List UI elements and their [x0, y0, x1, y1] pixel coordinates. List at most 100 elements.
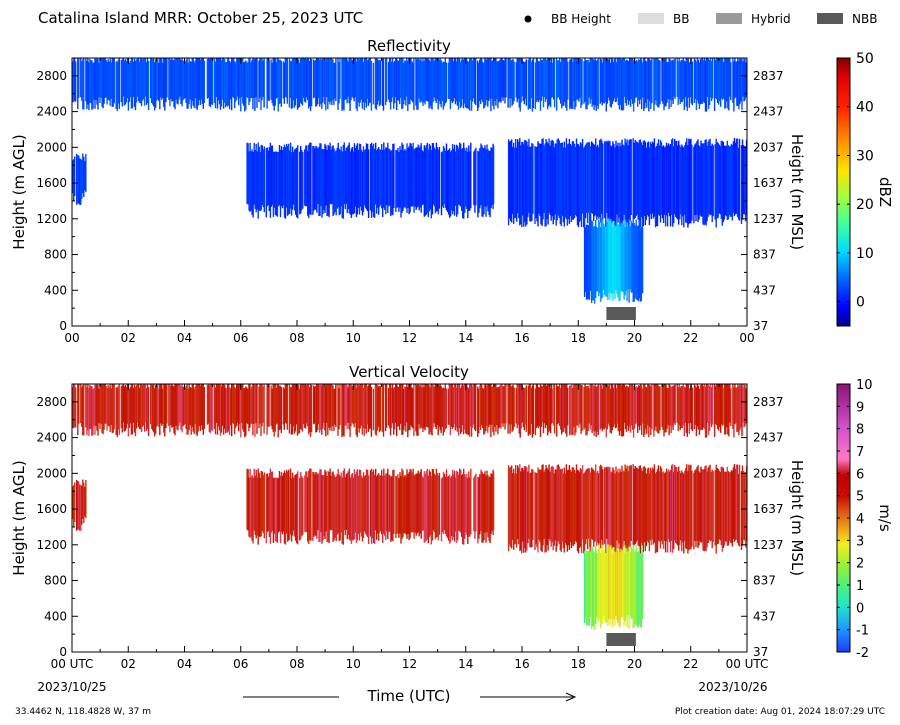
heatmap-cell — [142, 58, 145, 100]
heatmap-cell — [283, 470, 286, 544]
heatmap-cell — [594, 552, 596, 630]
heatmap-cell — [469, 151, 471, 211]
heatmap-cell — [530, 387, 533, 425]
heatmap-cell — [655, 58, 657, 101]
heatmap-cell — [164, 384, 166, 437]
heatmap-cell — [150, 58, 152, 99]
heatmap-cell — [160, 384, 162, 424]
heatmap-cell — [634, 225, 636, 299]
heatmap-cell — [244, 61, 246, 112]
heatmap-cell — [325, 61, 327, 111]
heatmap-cell — [217, 58, 220, 101]
heatmap-cell — [115, 387, 117, 435]
heatmap-cell — [140, 384, 143, 432]
heatmap-cell — [491, 387, 493, 425]
heatmap-cell — [572, 388, 574, 435]
heatmap-cell — [493, 145, 495, 204]
heatmap-cell — [599, 384, 601, 430]
heatmap-cell — [510, 386, 512, 425]
heatmap-cell — [631, 549, 633, 619]
heatmap-cell — [88, 388, 90, 437]
heatmap-cell — [615, 140, 617, 228]
x-tick-label: 00 UTC — [726, 657, 769, 671]
y-tick-label-agl: 800 — [44, 248, 67, 262]
heatmap-cell — [534, 472, 536, 550]
heatmap-cell — [519, 138, 521, 226]
heatmap-cell — [556, 58, 558, 111]
heatmap-cell — [358, 143, 361, 215]
heatmap-cell — [110, 62, 112, 99]
heatmap-cell — [672, 464, 674, 553]
heatmap-cell — [716, 384, 718, 426]
y-tick-label-msl: 37 — [753, 319, 768, 333]
heatmap-cell — [250, 62, 252, 98]
heatmap-cell — [652, 468, 655, 545]
heatmap-cell — [108, 387, 110, 427]
heatmap-cell — [745, 62, 747, 98]
heatmap-cell — [592, 221, 594, 300]
heatmap-cell — [482, 388, 484, 429]
heatmap-cell — [402, 470, 404, 537]
heatmap-cell — [620, 471, 622, 550]
heatmap-cell — [478, 62, 480, 108]
heatmap-cell — [628, 221, 630, 303]
heatmap-cell — [384, 475, 386, 536]
heatmap-cell — [543, 145, 545, 214]
heatmap-cell — [559, 469, 561, 551]
heatmap-cell — [415, 384, 417, 432]
heatmap-cell — [593, 143, 595, 221]
heatmap-cell — [262, 475, 264, 534]
heatmap-cell — [297, 385, 300, 434]
heatmap-cell — [176, 384, 178, 430]
heatmap-cell — [669, 144, 672, 227]
heatmap-cell — [698, 471, 700, 546]
heatmap-cell — [629, 384, 632, 433]
heatmap-cell — [632, 386, 635, 438]
heatmap-cell — [571, 384, 573, 436]
heatmap-cell — [380, 475, 382, 532]
heatmap-cell — [592, 385, 594, 431]
heatmap-cell — [301, 58, 304, 106]
heatmap-cell — [322, 384, 324, 429]
heatmap-cell — [677, 387, 679, 431]
heatmap-cell — [349, 477, 351, 541]
heatmap-cell — [248, 58, 250, 106]
heatmap-cell — [351, 473, 354, 541]
heatmap-cell — [278, 59, 280, 105]
heatmap-cell — [367, 149, 370, 218]
heatmap-cell — [357, 475, 360, 534]
heatmap-cell — [560, 142, 562, 227]
heatmap-cell — [478, 388, 480, 434]
heatmap-cell — [733, 387, 735, 438]
heatmap-cell — [461, 475, 463, 537]
heatmap-cell — [425, 145, 427, 215]
heatmap-cell — [295, 474, 297, 541]
heatmap-cell — [396, 476, 398, 534]
heatmap-cell — [372, 62, 375, 105]
heatmap-cell — [444, 384, 446, 430]
heatmap-cell — [601, 466, 603, 540]
heatmap-cell — [644, 141, 646, 226]
heatmap-cell — [144, 58, 147, 97]
colorbar-tick-label: 3 — [856, 534, 864, 549]
heatmap-cell — [525, 59, 527, 106]
heatmap-cell — [706, 384, 709, 423]
heatmap-cell — [573, 143, 576, 219]
legend-hybrid-swatch — [716, 13, 742, 24]
heatmap-cell — [518, 384, 520, 434]
heatmap-cell — [493, 471, 495, 530]
heatmap-cell — [561, 384, 563, 435]
heatmap-cell — [158, 62, 160, 101]
heatmap-cell — [144, 384, 147, 423]
heatmap-cell — [397, 148, 399, 208]
heatmap-cell — [221, 58, 224, 100]
heatmap-cell — [693, 58, 696, 103]
heatmap-cell — [666, 388, 668, 429]
heatmap-cell — [260, 384, 262, 436]
heatmap-cell — [448, 58, 450, 99]
heatmap-cell — [279, 149, 282, 218]
heatmap-cell — [721, 58, 723, 99]
heatmap-cell — [470, 142, 472, 209]
heatmap-cell — [258, 386, 260, 429]
heatmap-cell — [685, 384, 687, 433]
